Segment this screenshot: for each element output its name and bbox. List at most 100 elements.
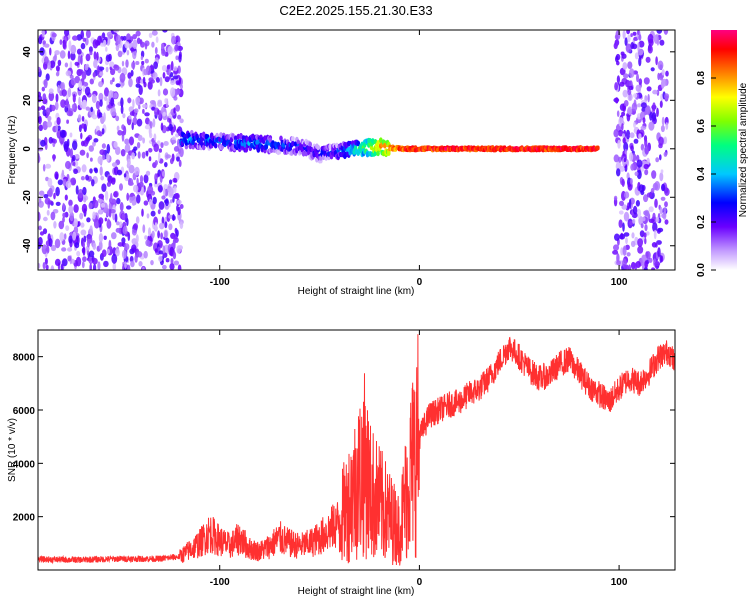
spectrogram-cell [639,230,645,238]
spectrogram-cell [89,168,93,174]
spectrogram-cell [664,219,669,225]
spectrogram-cell [126,49,130,56]
spectrogram-cell [129,111,135,116]
spectrogram-cell [641,216,646,222]
spectrogram-cell [145,150,149,157]
colorbar-tick-label: 0.8 [696,71,707,85]
spectrogram-cell [636,169,642,180]
spectrogram-cell [62,39,67,50]
spectrogram-cell [93,51,97,60]
spectrogram-cell [121,237,126,244]
spectrogram-cell [643,209,650,217]
spectrogram-cell [72,93,76,103]
spectrogram-cell [630,163,635,171]
spectrogram-cell [62,212,66,218]
spectrogram-cell [45,163,52,169]
spectrogram-cell [650,187,655,194]
spectrogram-cell [66,110,73,117]
spectrogram-cell [113,30,120,33]
spectrogram-cell [142,137,146,144]
spectrogram-cell [80,176,85,181]
spectrogram-cell [158,250,164,255]
spectrogram-cell [126,205,132,210]
spectrogram-cell [44,43,50,48]
spectrogram-cell [111,253,118,264]
spectrogram-cell [627,61,633,69]
spectrogram-cell [41,86,45,92]
spectrogram-cell [629,68,635,78]
spectrogram-cell [631,232,635,239]
spectrogram-cell [162,30,168,33]
snr-series-line [38,334,675,566]
spectrogram-cell [70,177,77,186]
spectrogram-cell [53,192,56,200]
spectrogram-cell [308,141,313,148]
spectrogram-cell [48,238,53,247]
spectrogram-cell [138,181,144,188]
spectrogram-cell [630,145,634,152]
spectrogram-cell [619,200,624,206]
spectrogram-cell [106,248,110,254]
spectrogram-cell [113,92,118,99]
spectrogram-cell [68,199,73,207]
spectrogram-cell [622,137,626,144]
spectrogram-cell [121,60,125,67]
spectrogram-cell [624,37,628,47]
spectrogram-cell [180,84,183,90]
spectrogram-cell [61,169,65,178]
spectrogram-cell [618,156,622,163]
spectrogram-cell [80,229,87,236]
spectrogram-cell [91,179,95,187]
colorbar-label: Normalized spectral amplitude [738,82,749,217]
spectrogram-cell [178,159,182,167]
spectrogram-cell [387,150,391,156]
spectrogram-cell [85,53,91,62]
spectrogram-cell [178,53,182,63]
spectrogram-cell [168,223,173,231]
spectrogram-cell [69,148,73,159]
spectrogram-cell [39,190,45,196]
spectrogram-y-ticks: -40 -20 0 20 40 [22,46,675,253]
spectrogram-cell [619,165,625,172]
spectrogram-cell [291,140,295,147]
spectrogram-cell [161,195,166,200]
spectrogram-cell [101,143,106,149]
spectrogram-cell [115,34,121,45]
spectrogram-cell [97,261,101,270]
spectrogram-cell [153,72,158,80]
spectrogram-cell [172,240,176,249]
spectrogram-cell [99,166,103,176]
spectrogram-cell [128,115,132,120]
spectrogram-cell [626,252,631,257]
spectrogram-cell [173,66,178,72]
spectrogram-cell [655,216,660,223]
spectrogram-cell [52,154,56,162]
spectrogram-cell [291,136,295,142]
spectrogram-cell [59,129,66,138]
spectrogram-cell [645,56,651,63]
spectrogram-cell [655,56,658,66]
spectrogram-cell [161,216,165,225]
spectrogram-cell [619,233,626,240]
spectrogram-cell [55,71,60,77]
spectrogram-cell [157,185,163,193]
spectrogram-cell [170,87,176,97]
spectrogram-cell [110,192,113,203]
spectrogram-cell [131,200,136,206]
spectrogram-cell [92,114,98,120]
spectrogram-cell [168,214,174,219]
spectrogram-cell [106,98,110,107]
spectrogram-cell [112,262,117,270]
spectrogram-cell [110,68,116,76]
spectrogram-cell [93,263,97,270]
spectrogram-cell [623,73,629,79]
spectrogram-cell [633,138,639,144]
spectrogram-cell [152,118,156,128]
spectrogram-cell [264,144,269,150]
spectrogram-cell [661,79,665,89]
spectrogram-cell [633,121,636,128]
spectrogram-cell [57,179,64,186]
spectrogram-cell [170,80,176,86]
spectrogram-cell [174,44,179,52]
spectrogram-cell [113,191,118,198]
